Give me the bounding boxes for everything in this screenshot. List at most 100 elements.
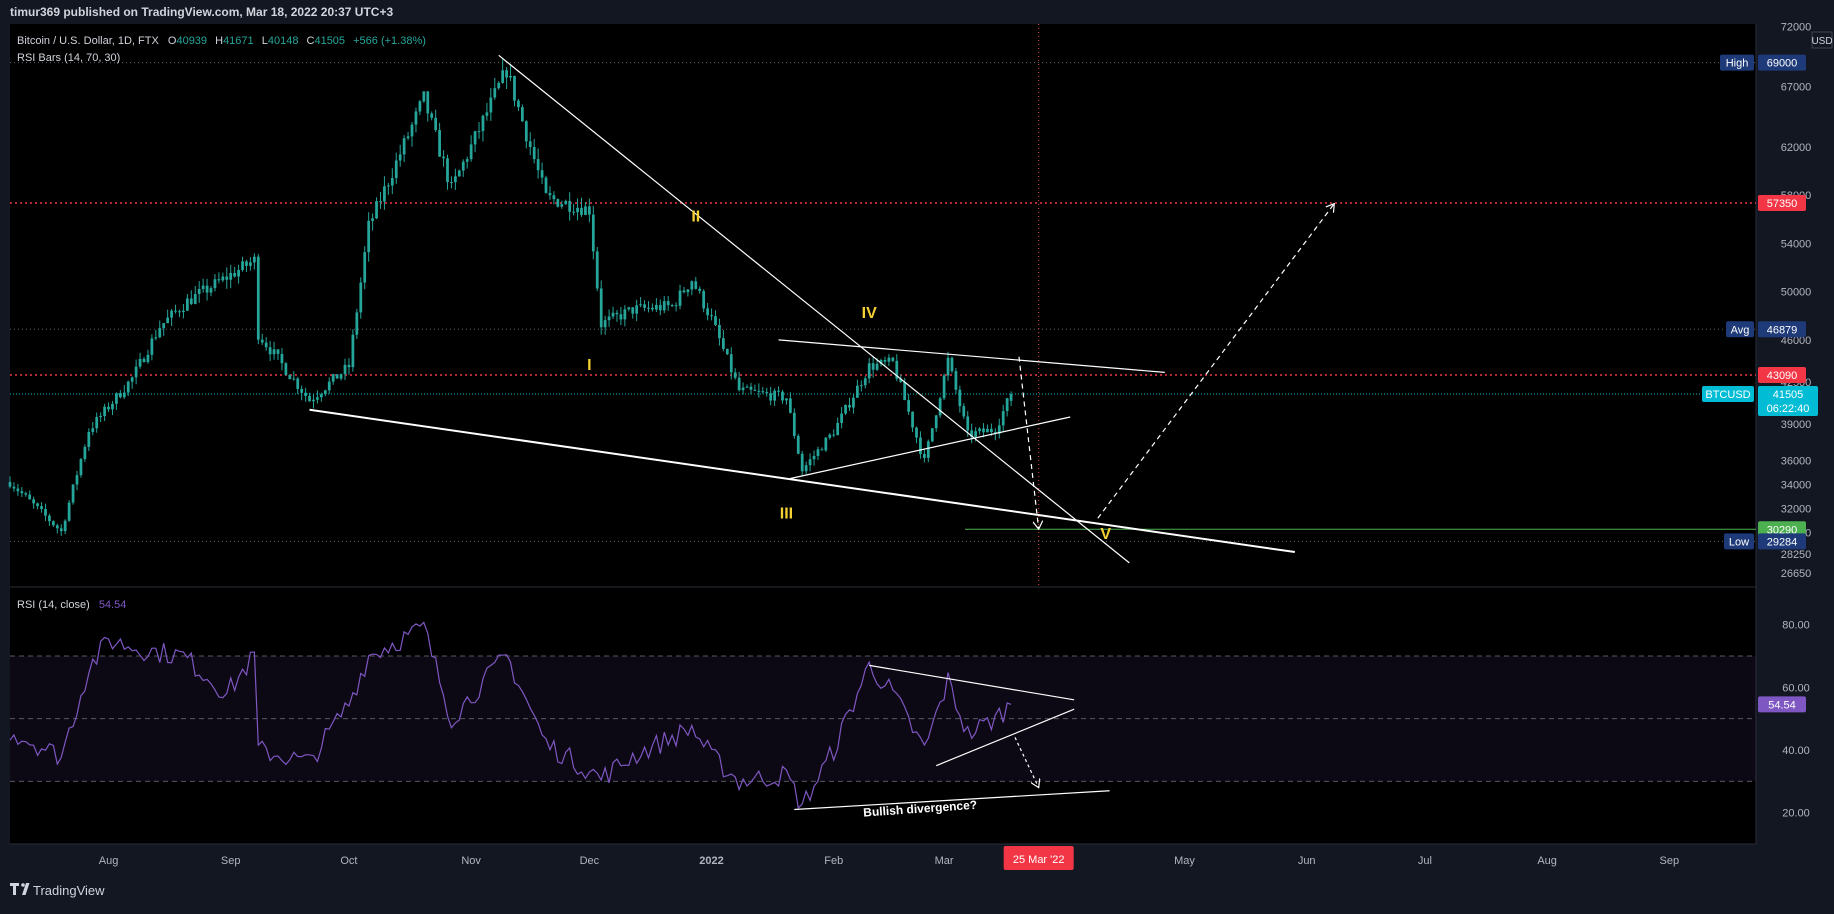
candle[interactable] <box>836 417 840 436</box>
candle[interactable] <box>59 524 63 536</box>
candle[interactable] <box>765 387 769 397</box>
candle[interactable] <box>670 303 674 308</box>
candle[interactable] <box>907 393 910 415</box>
candle[interactable] <box>781 389 784 404</box>
candle[interactable] <box>79 457 83 478</box>
candle[interactable] <box>840 407 843 429</box>
candle[interactable] <box>615 309 619 322</box>
high-value-tag[interactable]: 69000 <box>1758 54 1806 71</box>
candle[interactable] <box>978 427 981 435</box>
candle[interactable] <box>643 300 646 312</box>
price-trendline-4[interactable] <box>778 339 1165 374</box>
candle[interactable] <box>509 64 512 81</box>
candle[interactable] <box>654 298 658 313</box>
candle[interactable] <box>808 453 812 472</box>
candle[interactable] <box>651 303 654 312</box>
candle[interactable] <box>351 329 355 372</box>
candle[interactable] <box>572 203 575 216</box>
candle[interactable] <box>1001 404 1005 432</box>
candle[interactable] <box>867 357 871 384</box>
candle[interactable] <box>201 278 205 293</box>
candle[interactable] <box>343 358 347 381</box>
candle[interactable] <box>134 359 138 385</box>
candle[interactable] <box>485 102 489 121</box>
candle[interactable] <box>453 168 457 190</box>
candle[interactable] <box>185 294 189 311</box>
candle[interactable] <box>591 205 595 260</box>
candle[interactable] <box>280 348 284 371</box>
candle[interactable] <box>300 385 304 401</box>
candle[interactable] <box>146 349 150 364</box>
candle[interactable] <box>233 266 237 278</box>
candle[interactable] <box>631 307 635 319</box>
candle[interactable] <box>347 358 351 375</box>
candle[interactable] <box>40 502 43 513</box>
candle[interactable] <box>426 91 430 122</box>
candle[interactable] <box>852 393 855 414</box>
candle[interactable] <box>950 356 954 374</box>
candle[interactable] <box>982 423 985 438</box>
candle[interactable] <box>883 356 887 366</box>
candle[interactable] <box>12 482 16 492</box>
candle[interactable] <box>44 503 47 521</box>
candle[interactable] <box>367 212 371 262</box>
candle[interactable] <box>130 376 134 389</box>
candle[interactable] <box>844 404 847 415</box>
candle[interactable] <box>138 352 142 369</box>
candle[interactable] <box>658 299 662 316</box>
candle[interactable] <box>753 384 757 392</box>
candle[interactable] <box>363 246 367 290</box>
candle[interactable] <box>737 371 741 392</box>
candle[interactable] <box>540 162 544 185</box>
candle[interactable] <box>473 130 477 153</box>
candle[interactable] <box>197 281 201 303</box>
candle[interactable] <box>111 400 114 416</box>
candle[interactable] <box>733 368 737 380</box>
candle[interactable] <box>584 201 587 216</box>
candle[interactable] <box>260 333 264 345</box>
resistance-tag[interactable]: 57350 <box>1758 195 1806 212</box>
candle[interactable] <box>942 373 946 401</box>
candle[interactable] <box>430 111 434 121</box>
candle[interactable] <box>383 176 386 210</box>
candle[interactable] <box>832 429 836 438</box>
candle[interactable] <box>193 285 197 305</box>
candle[interactable] <box>284 362 288 376</box>
candle[interactable] <box>150 334 154 361</box>
candle[interactable] <box>8 476 12 489</box>
footer-brand[interactable]: TradingView <box>10 883 105 898</box>
candle[interactable] <box>820 447 824 451</box>
wave-label-v[interactable]: V <box>1100 526 1111 543</box>
candle[interactable] <box>580 197 583 217</box>
candle[interactable] <box>501 58 505 84</box>
candle[interactable] <box>859 380 863 392</box>
candle[interactable] <box>788 392 792 414</box>
candle[interactable] <box>524 120 528 149</box>
candle[interactable] <box>118 390 122 399</box>
candle[interactable] <box>174 304 177 314</box>
candle[interactable] <box>919 431 922 459</box>
candle[interactable] <box>154 329 158 341</box>
projection-arrow-1[interactable] <box>1018 356 1039 529</box>
candle[interactable] <box>296 376 300 395</box>
rsi-value-tag[interactable]: 54.54 <box>1758 696 1806 713</box>
candle[interactable] <box>587 198 591 223</box>
candle[interactable] <box>229 264 233 289</box>
candle[interactable] <box>517 98 520 111</box>
candle[interactable] <box>792 408 796 439</box>
time-axis[interactable]: Aug Sep Oct Nov Dec 2022 Feb Mar May Jun Jul Aug Sep… <box>99 846 1679 870</box>
candle[interactable] <box>213 274 217 292</box>
candle[interactable] <box>997 418 1001 439</box>
candle[interactable] <box>528 132 532 156</box>
candle[interactable] <box>99 412 103 423</box>
candle[interactable] <box>292 371 296 381</box>
candle[interactable] <box>962 403 966 420</box>
candle[interactable] <box>493 77 497 100</box>
candle[interactable] <box>115 392 118 410</box>
candle[interactable] <box>824 436 828 452</box>
candle[interactable] <box>627 306 631 312</box>
candle[interactable] <box>938 396 942 418</box>
candle[interactable] <box>375 197 378 220</box>
candle[interactable] <box>457 169 461 177</box>
candle[interactable] <box>915 426 918 444</box>
